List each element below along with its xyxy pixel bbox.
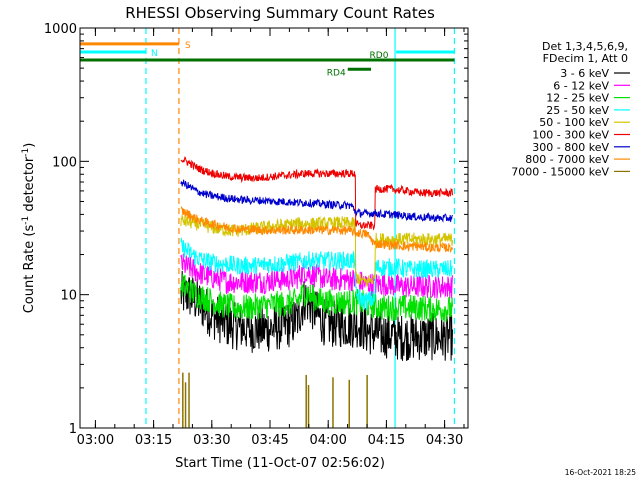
series-800-7000-kev-line — [180, 206, 453, 254]
legend-label-6: 300 - 800 keV — [532, 141, 609, 154]
flags-group: S N RD0 RD4 — [80, 41, 455, 78]
flag-label-rd0: RD0 — [370, 51, 389, 61]
x-tick-label-4: 04:00 — [309, 433, 346, 448]
legend-label-7: 800 - 7000 keV — [525, 153, 609, 166]
x-tick-label-2: 03:30 — [193, 433, 230, 448]
x-tick-label-1: 03:15 — [135, 433, 172, 448]
chart-title: RHESSI Observing Summary Count Rates — [125, 4, 435, 22]
series-25-50-kev-line — [180, 237, 453, 310]
series-6-12-kev-line — [180, 253, 453, 299]
legend-label-2: 12 - 25 keV — [546, 92, 609, 105]
x-tick-label-3: 03:45 — [251, 433, 288, 448]
y-tick-label-1: 10 — [60, 289, 77, 304]
series-100-300-kev-line — [180, 156, 453, 231]
series-300-800-kev-line — [180, 179, 453, 223]
series-50-100-kev-line — [180, 213, 453, 287]
x-tick-label-6: 04:30 — [426, 433, 463, 448]
legend-label-4: 50 - 100 keV — [539, 116, 609, 129]
marker-lines — [145, 28, 456, 428]
y-tick-label-3: 1000 — [44, 22, 77, 37]
y-axis-label: Count Rate (s-1 detector-1) — [21, 143, 37, 314]
y-tick-label-2: 100 — [52, 155, 77, 170]
legend-header-1: FDecim 1, Att 0 — [543, 52, 628, 65]
legend-label-3: 25 - 50 keV — [546, 104, 609, 117]
flag-label-s: S — [185, 41, 191, 51]
flag-label-rd4: RD4 — [327, 68, 346, 78]
x-axis-label: Start Time (11-Oct-07 02:56:02) — [175, 456, 385, 471]
series-12-25-kev-line — [180, 273, 453, 323]
series-group — [180, 156, 453, 428]
legend-header-0: Det 1,3,4,5,6,9, — [542, 40, 628, 53]
legend-label-0: 3 - 6 keV — [560, 67, 609, 80]
flag-label-n: N — [151, 49, 158, 59]
plot-frame — [79, 27, 469, 429]
legend-label-8: 7000 - 15000 keV — [511, 165, 609, 178]
legend-label-1: 6 - 12 keV — [553, 79, 609, 92]
x-tick-label-5: 04:15 — [368, 433, 405, 448]
y-tick-label-0: 1 — [69, 422, 77, 437]
axes-group: 03:00 03:15 03:30 03:45 04:00 04:15 04:30 1 10 10… — [44, 22, 468, 448]
series-3-6-kev-line — [180, 270, 453, 361]
x-tick-label-0: 03:00 — [77, 433, 114, 448]
generated-timestamp: 16-Oct-2021 18:25 — [565, 468, 636, 477]
legend: Det 1,3,4,5,6,9,FDecim 1, Att 0 3 - 6 keV… — [511, 40, 630, 178]
legend-label-5: 100 - 300 keV — [532, 129, 609, 142]
